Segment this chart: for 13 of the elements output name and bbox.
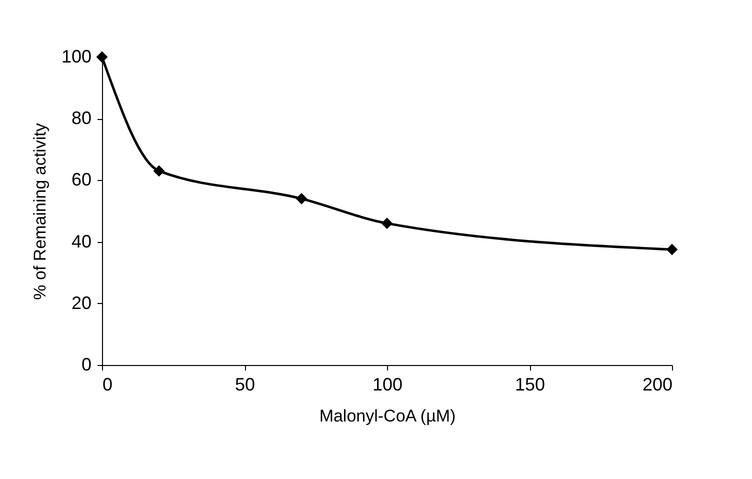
y-tick-label: 40 xyxy=(71,231,92,252)
y-tick-label: 100 xyxy=(61,46,92,66)
x-tick-label: 200 xyxy=(642,374,672,394)
x-axis-title: Malonyl-CoA (µM) xyxy=(319,406,456,426)
x-tick-label: 50 xyxy=(234,374,256,394)
y-tick-label: 20 xyxy=(71,292,92,313)
y-tick-label: 60 xyxy=(71,170,92,190)
x-tick-label: 100 xyxy=(372,374,403,394)
y-tick-label: 80 xyxy=(71,108,92,128)
x-tick-label: 0 xyxy=(102,374,113,394)
y-tick-label: 0 xyxy=(81,354,92,374)
x-tick-label: 150 xyxy=(514,374,546,394)
y-axis-title: % of Remaining activity xyxy=(30,122,50,300)
